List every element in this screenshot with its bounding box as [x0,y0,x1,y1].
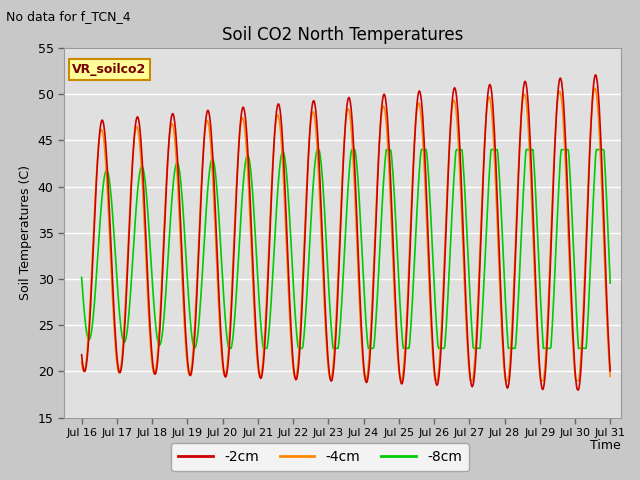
Text: No data for f_TCN_4: No data for f_TCN_4 [6,10,131,23]
Y-axis label: Soil Temperatures (C): Soil Temperatures (C) [19,165,32,300]
Title: Soil CO2 North Temperatures: Soil CO2 North Temperatures [221,25,463,44]
Text: VR_soilco2: VR_soilco2 [72,63,147,76]
Legend: -2cm, -4cm, -8cm: -2cm, -4cm, -8cm [172,443,468,471]
Text: Time: Time [590,439,621,452]
